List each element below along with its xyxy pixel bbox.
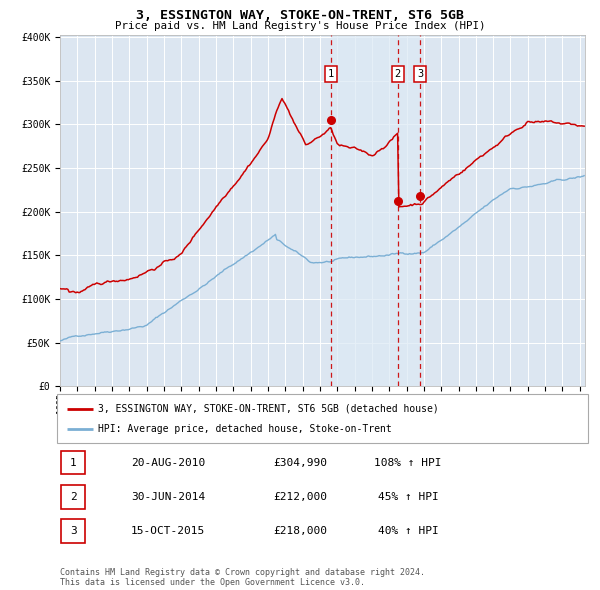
Text: Price paid vs. HM Land Registry's House Price Index (HPI): Price paid vs. HM Land Registry's House … [115,21,485,31]
Text: 3, ESSINGTON WAY, STOKE-ON-TRENT, ST6 5GB: 3, ESSINGTON WAY, STOKE-ON-TRENT, ST6 5G… [136,9,464,22]
Text: 1: 1 [70,458,77,467]
Text: £212,000: £212,000 [273,492,327,502]
Text: HPI: Average price, detached house, Stoke-on-Trent: HPI: Average price, detached house, Stok… [98,424,392,434]
Text: £304,990: £304,990 [273,458,327,467]
Text: 1: 1 [328,69,334,79]
Bar [331,35,420,386]
Text: Contains HM Land Registry data © Crown copyright and database right 2024.: Contains HM Land Registry data © Crown c… [60,568,425,576]
Text: 2: 2 [395,69,401,79]
Text: 3: 3 [70,526,77,536]
Text: £218,000: £218,000 [273,526,327,536]
Text: 20-AUG-2010: 20-AUG-2010 [131,458,205,467]
Text: 40% ↑ HPI: 40% ↑ HPI [377,526,439,536]
Text: 2: 2 [70,492,77,502]
Text: This data is licensed under the Open Government Licence v3.0.: This data is licensed under the Open Gov… [60,578,365,587]
Text: 3: 3 [417,69,423,79]
Text: 108% ↑ HPI: 108% ↑ HPI [374,458,442,467]
Text: 15-OCT-2015: 15-OCT-2015 [131,526,205,536]
Text: 45% ↑ HPI: 45% ↑ HPI [377,492,439,502]
Text: 30-JUN-2014: 30-JUN-2014 [131,492,205,502]
Text: 3, ESSINGTON WAY, STOKE-ON-TRENT, ST6 5GB (detached house): 3, ESSINGTON WAY, STOKE-ON-TRENT, ST6 5G… [98,404,439,414]
